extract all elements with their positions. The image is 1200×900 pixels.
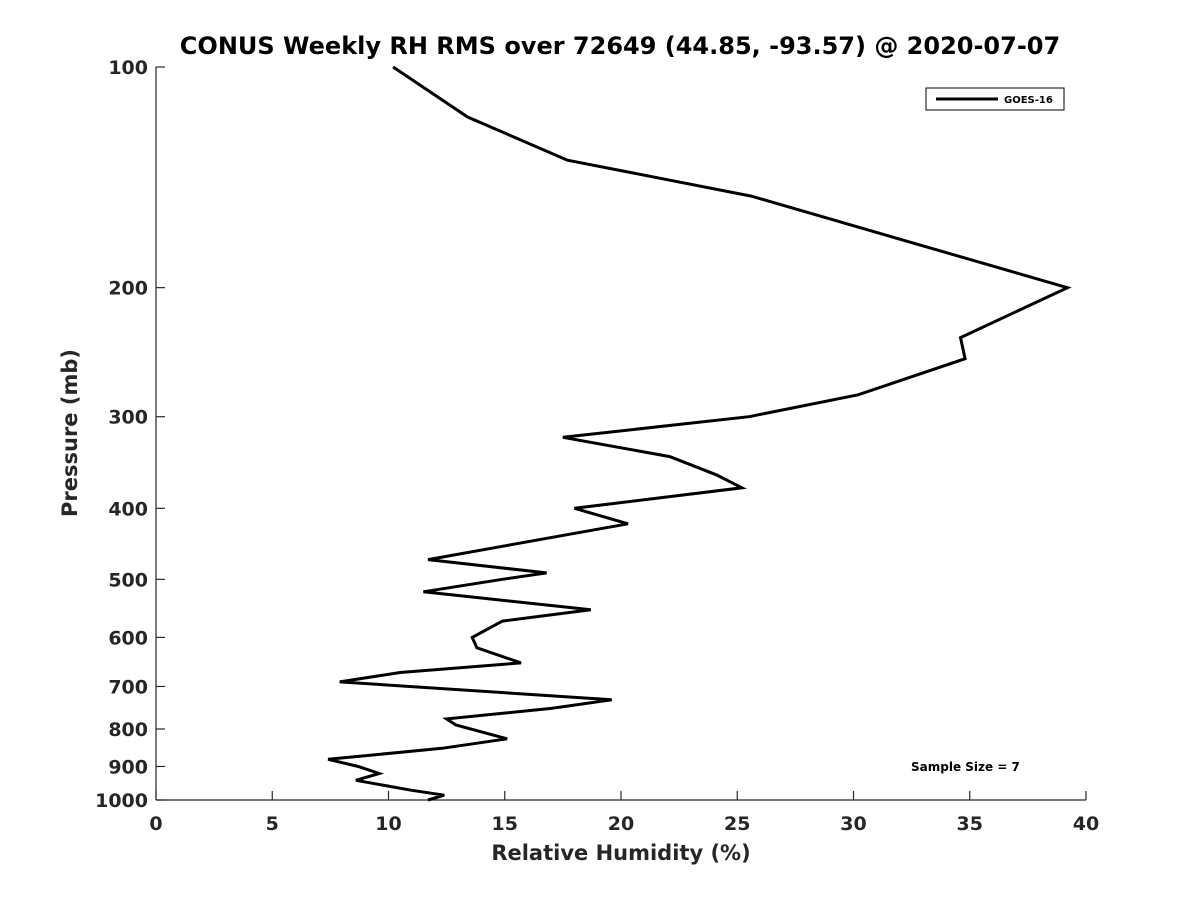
- y-axis-label: Pressure (mb): [58, 349, 82, 517]
- y-tick-label: 900: [108, 756, 148, 778]
- y-tick-label: 1000: [95, 790, 148, 812]
- x-axis-label: Relative Humidity (%): [491, 841, 750, 865]
- y-tick-label: 400: [108, 498, 148, 520]
- x-tick-label: 35: [957, 813, 983, 835]
- x-tick-label: 0: [149, 813, 162, 835]
- x-tick-label: 20: [608, 813, 634, 835]
- legend: GOES-16: [925, 87, 1065, 111]
- y-tick-label: 700: [108, 676, 148, 698]
- x-tick-label: 40: [1073, 813, 1099, 835]
- series-line-goes-16: [327, 65, 1072, 802]
- x-tick-label: 25: [724, 813, 750, 835]
- y-tick-label: 500: [108, 569, 148, 591]
- y-tick-label: 600: [108, 627, 148, 649]
- y-tick-label: 300: [108, 407, 148, 429]
- x-tick-label: 30: [840, 813, 866, 835]
- y-tick-label: 800: [108, 719, 148, 741]
- x-tick-label: 5: [266, 813, 279, 835]
- y-axis-ticks: 100 200 300 400 500 600 700 800 900 1000: [95, 57, 165, 812]
- sample-size-annotation: Sample Size = 7: [911, 760, 1020, 774]
- x-tick-label: 15: [492, 813, 518, 835]
- chart-title: CONUS Weekly RH RMS over 72649 (44.85, -…: [180, 32, 1060, 60]
- x-axis-ticks: 0 5 10 15 20 25 30 35 40: [149, 791, 1099, 835]
- x-tick-label: 10: [375, 813, 401, 835]
- y-tick-label: 200: [108, 278, 148, 300]
- y-tick-label: 100: [108, 57, 148, 79]
- legend-entry-goes-16: GOES-16: [1004, 95, 1053, 106]
